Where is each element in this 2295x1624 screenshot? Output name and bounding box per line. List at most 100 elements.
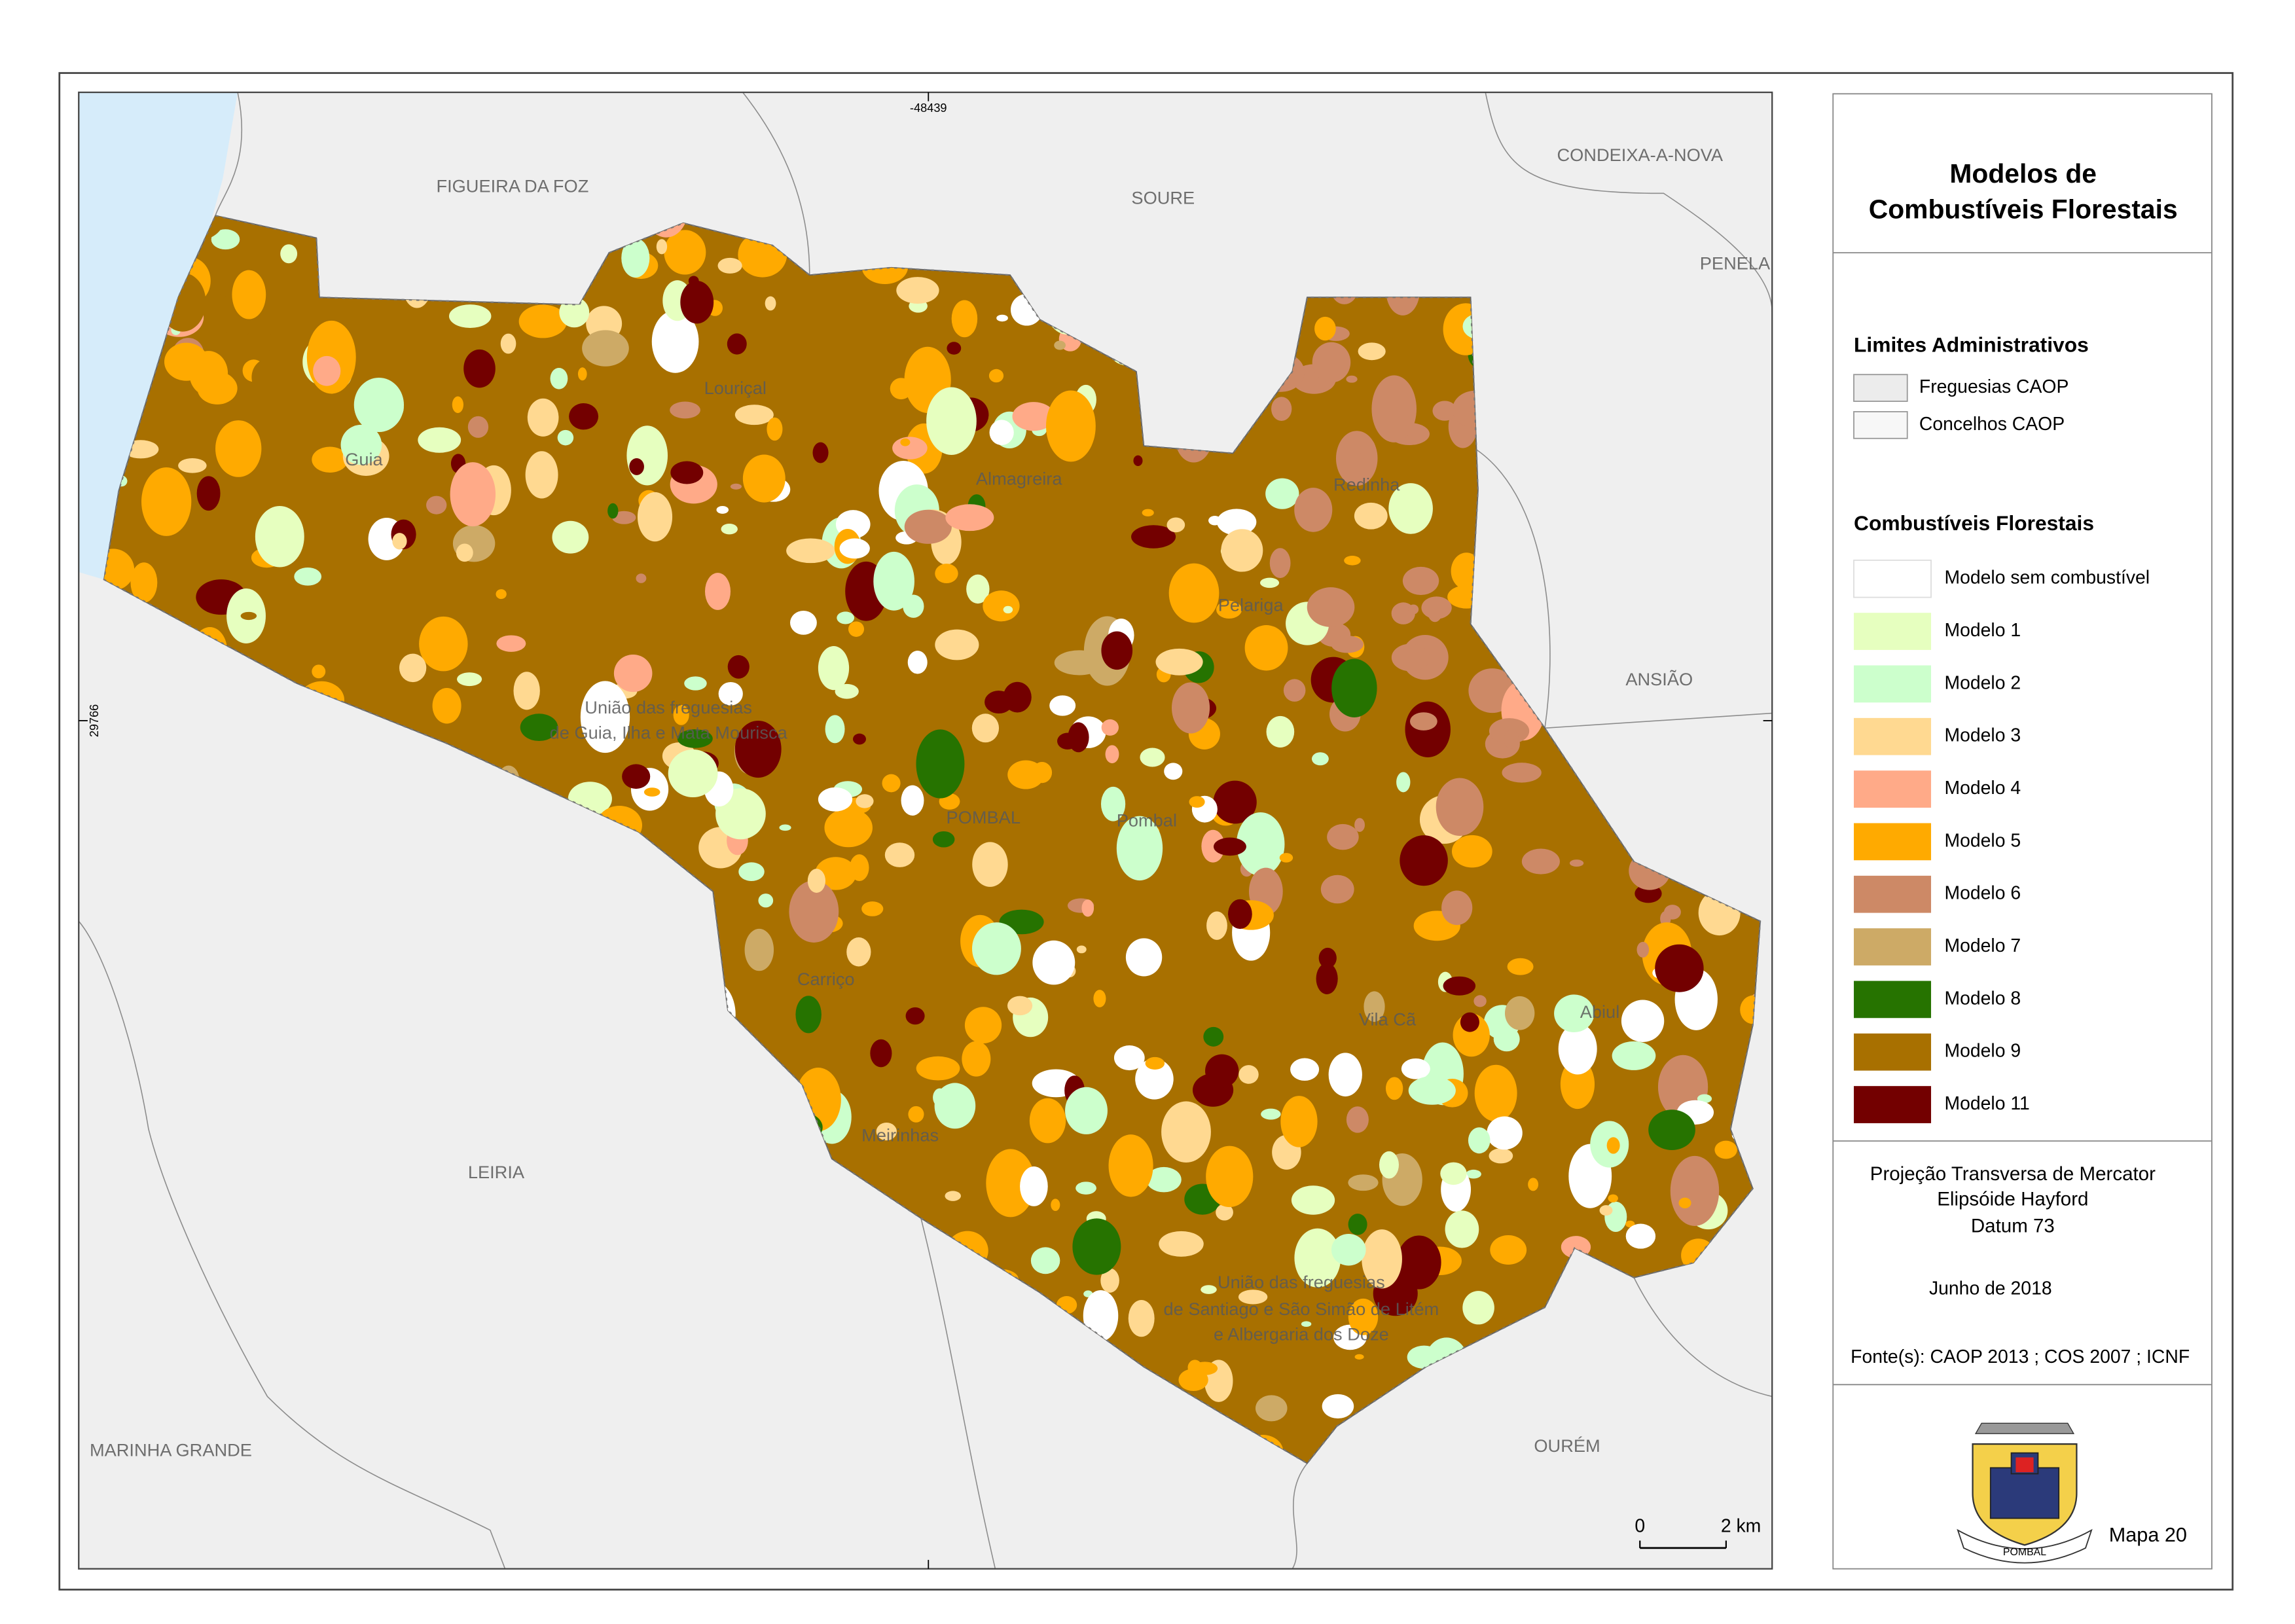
- fuel-patch: [1346, 1106, 1369, 1133]
- fuel-patch: [1032, 940, 1075, 985]
- fuel-patch: [964, 1007, 1002, 1044]
- legend-swatch: [1854, 1086, 1932, 1123]
- legend-swatch: [1854, 875, 1932, 913]
- municipality-label: OURÉM: [1534, 1435, 1600, 1456]
- fuel-patch: [996, 314, 1008, 322]
- fuel-patch: [1320, 875, 1354, 904]
- fuel-patch: [1007, 996, 1033, 1016]
- legend-label: Modelo 9: [1944, 1041, 2021, 1062]
- fuel-patch: [721, 524, 738, 535]
- fuel-patch: [892, 437, 928, 460]
- fuel-patch: [1101, 719, 1119, 736]
- fuel-patch: [452, 396, 464, 413]
- source: Fonte(s): CAOP 2013 ; COS 2007 ; ICNF: [1851, 1346, 2190, 1367]
- fuel-patch: [790, 611, 817, 635]
- fuel-patch: [1599, 1205, 1613, 1216]
- fuel-patch: [1236, 812, 1285, 876]
- fuel-patch: [1451, 835, 1492, 868]
- fuel-patch: [294, 567, 322, 586]
- coat-of-arms: POMBAL: [1957, 1422, 2093, 1564]
- fuel-patch: [1032, 762, 1053, 784]
- fuel-patch: [637, 492, 673, 542]
- fuel-patch: [1409, 712, 1437, 731]
- legend-label: Modelo 7: [1944, 935, 2021, 956]
- fuel-patch: [1301, 1321, 1312, 1327]
- fuel-patch: [1189, 796, 1205, 808]
- fuel-patch: [670, 461, 704, 484]
- fuel-patch: [1108, 1134, 1153, 1197]
- fuel-patch: [850, 854, 869, 882]
- fuel-patch: [853, 733, 866, 745]
- fuel-patch: [1348, 1174, 1379, 1191]
- legend-swatch: [1854, 770, 1932, 808]
- fuel-patch: [1502, 763, 1542, 783]
- fuel-patch: [1279, 853, 1293, 863]
- fuel-patch: [196, 476, 221, 511]
- fuel-patch: [612, 511, 636, 524]
- fuel-patch: [789, 880, 839, 943]
- fuel-patch: [500, 333, 516, 354]
- fuel-patch: [613, 654, 653, 693]
- fuel-patch: [467, 416, 489, 438]
- fuel-patch: [765, 296, 776, 311]
- fuel-patch: [1678, 1197, 1691, 1208]
- fuel-patch: [552, 520, 589, 554]
- fuel-patch: [861, 901, 884, 916]
- fuel-patch: [1385, 1077, 1403, 1100]
- fuel-patch: [141, 467, 192, 536]
- fuel-patch: [1227, 899, 1252, 929]
- legend-swatch: [1853, 374, 1908, 402]
- fuel-patch: [1113, 1045, 1145, 1071]
- fuel-patch: [1054, 650, 1104, 676]
- fuel-patch: [926, 387, 977, 455]
- fuel-patch: [1521, 848, 1560, 875]
- fuel-patch: [1474, 1064, 1517, 1122]
- fuel-patch: [734, 405, 774, 425]
- fuel-patch: [496, 589, 507, 600]
- fuel-patch: [1569, 859, 1584, 867]
- fuel-patch: [1402, 566, 1439, 595]
- fuel-patch: [1072, 1218, 1121, 1275]
- fuel-patch: [1606, 1137, 1620, 1154]
- fuel-patch: [281, 422, 308, 445]
- fuel-patch: [1608, 1194, 1618, 1202]
- fuel-patch: [426, 496, 447, 514]
- fuel-patch: [1316, 963, 1338, 994]
- fuel-patch: [1128, 1299, 1155, 1337]
- fuel-patch: [1388, 483, 1433, 534]
- legend-label: Modelo 3: [1944, 725, 2021, 746]
- fuel-patch: [795, 996, 822, 1034]
- fuel-patch: [856, 794, 874, 808]
- fuel-patch: [839, 538, 870, 559]
- fuel-patch: [1504, 996, 1535, 1030]
- fuel-patch: [432, 688, 461, 724]
- fuel-patch: [900, 438, 911, 446]
- fuel-patch: [1307, 587, 1355, 627]
- legend-label: Freguesias CAOP: [1919, 376, 2069, 397]
- fuel-patch: [758, 893, 774, 908]
- fuel-patch: [1554, 994, 1595, 1033]
- fuel-patch: [718, 681, 743, 706]
- fuel-patch: [1354, 818, 1365, 832]
- fuel-patch: [825, 715, 845, 744]
- fuel-patch: [1670, 1155, 1720, 1226]
- fuel-patch: [1396, 772, 1411, 793]
- fuel-patch: [520, 713, 558, 742]
- fuel-patch: [901, 785, 924, 816]
- fuel-patch: [518, 304, 568, 338]
- municipality-label: LEIRIA: [468, 1162, 525, 1182]
- fuel-patch: [1348, 1214, 1367, 1235]
- fuel-patch: [1206, 1146, 1254, 1208]
- fuel-patch: [1216, 600, 1242, 619]
- fuel-patch: [1440, 1162, 1467, 1185]
- fuel-patch: [876, 1123, 897, 1141]
- fuel-patch: [742, 454, 786, 503]
- fuel-patch: [312, 664, 326, 679]
- fuel-patch: [1133, 455, 1143, 466]
- fuel-patch: [103, 549, 135, 590]
- fuel-patch: [1371, 375, 1417, 442]
- fuel-patch: [951, 300, 978, 338]
- parish-label: Vila Cã: [1359, 1009, 1417, 1030]
- fuel-patch: [1100, 1268, 1119, 1293]
- fuel-patch: [419, 616, 468, 672]
